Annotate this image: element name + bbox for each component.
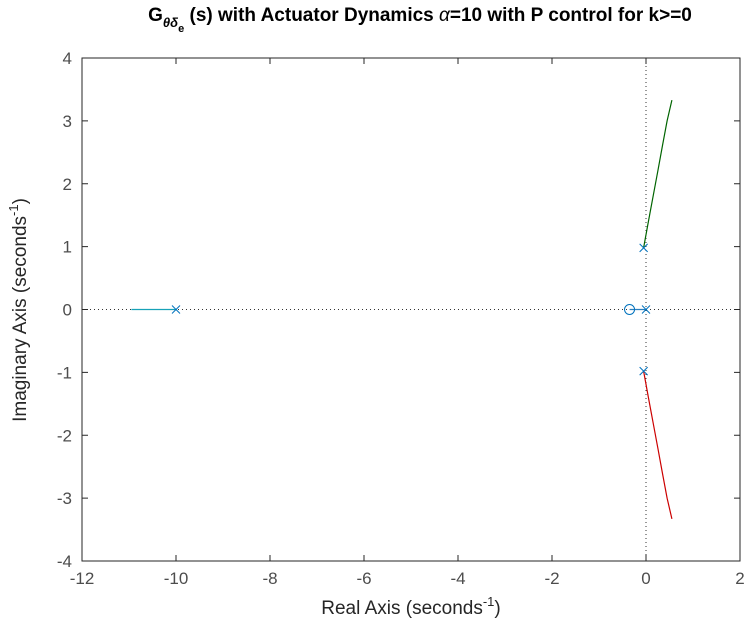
pole-marker bbox=[639, 366, 649, 376]
pole-stroke bbox=[641, 305, 651, 314]
x-tick-label: -10 bbox=[164, 569, 189, 588]
x-tick-label: 0 bbox=[641, 569, 650, 588]
title-suffix: =10 with P control for k>=0 bbox=[450, 5, 692, 26]
title-prefix: G bbox=[148, 5, 163, 26]
pole-marker bbox=[171, 305, 181, 314]
pole-stroke bbox=[639, 243, 649, 253]
x-axis-label: Real Axis (seconds-1) bbox=[321, 594, 500, 619]
y-axis-label: Imaginary Axis (seconds-1) bbox=[6, 198, 31, 422]
y-tick-label: 4 bbox=[63, 49, 72, 68]
pole-zero-markers bbox=[171, 243, 651, 376]
x-tick-label: -6 bbox=[356, 569, 371, 588]
x-tick-label: -8 bbox=[262, 569, 277, 588]
title-alpha: α bbox=[439, 5, 451, 26]
y-tick-label: 1 bbox=[63, 238, 72, 257]
x-tick-label: -4 bbox=[450, 569, 465, 588]
pole-stroke bbox=[171, 305, 181, 314]
y-tick-label: 3 bbox=[63, 112, 72, 131]
pole-marker bbox=[641, 305, 651, 314]
zero-marker bbox=[624, 304, 636, 315]
title-subsubscript: e bbox=[178, 23, 184, 35]
pole-stroke bbox=[639, 366, 649, 376]
y-tick-label: -3 bbox=[57, 489, 72, 508]
y-tick-label: 2 bbox=[63, 175, 72, 194]
x-tick-label: -2 bbox=[544, 569, 559, 588]
y-tick-label: -4 bbox=[57, 552, 72, 571]
pole-marker bbox=[639, 243, 649, 253]
y-tick-label: -2 bbox=[57, 426, 72, 445]
title-subscript: θδ bbox=[163, 15, 178, 30]
y-tick-label: 0 bbox=[63, 301, 72, 320]
chart-title: Gθδe (s) with Actuator Dynamics α=10 wit… bbox=[148, 5, 692, 35]
y-tick-label: -1 bbox=[57, 363, 72, 382]
locus-branches bbox=[131, 99, 673, 520]
x-tick-label: 2 bbox=[735, 569, 744, 588]
locus-branch-4 bbox=[643, 370, 673, 520]
x-tick-label: -12 bbox=[70, 569, 95, 588]
title-rest: (s) with Actuator Dynamics bbox=[184, 5, 439, 26]
locus-branch-3 bbox=[643, 99, 673, 249]
